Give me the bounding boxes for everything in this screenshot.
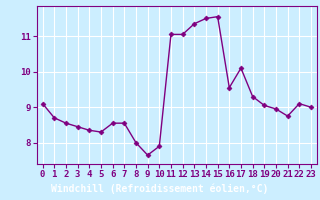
Text: Windchill (Refroidissement éolien,°C): Windchill (Refroidissement éolien,°C) bbox=[51, 183, 269, 194]
